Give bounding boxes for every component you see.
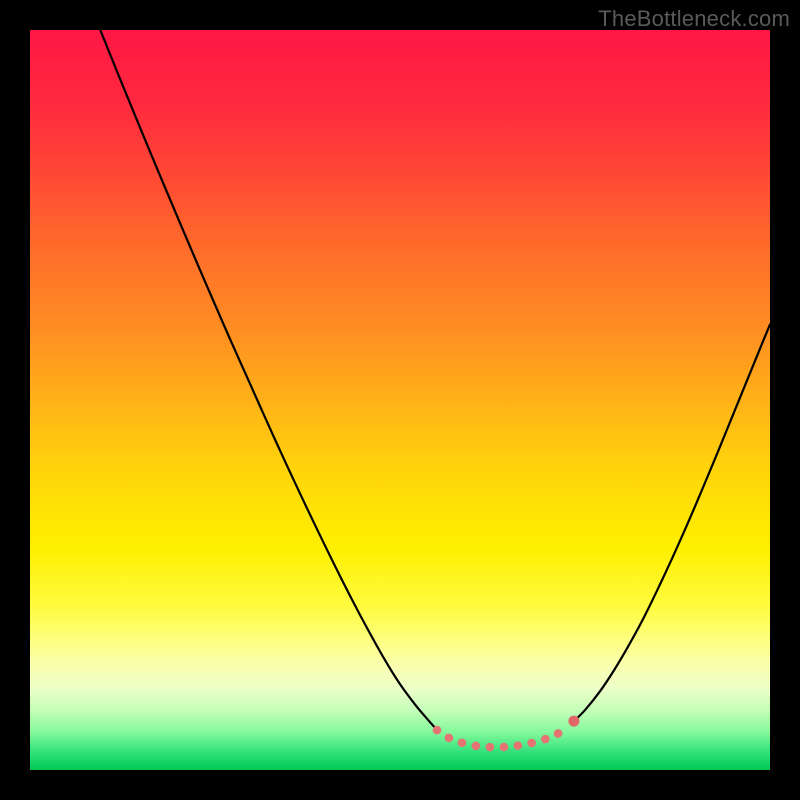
chart-container: TheBottleneck.com	[0, 0, 800, 800]
curve-right-branch	[574, 325, 770, 722]
valley-end-marker	[568, 716, 579, 727]
curve-left-branch	[100, 30, 437, 730]
bottleneck-curve	[30, 30, 770, 770]
watermark-text: TheBottleneck.com	[598, 6, 790, 32]
plot-area	[30, 30, 770, 770]
curve-valley	[437, 727, 570, 747]
